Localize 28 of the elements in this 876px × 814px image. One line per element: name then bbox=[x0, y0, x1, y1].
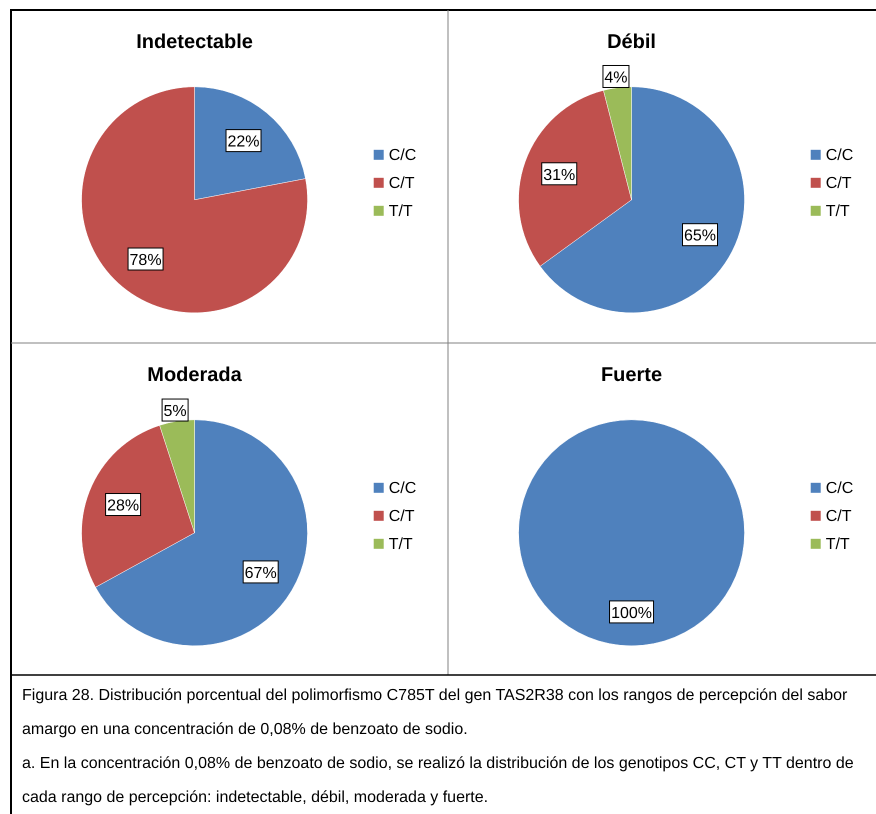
data-label: 4% bbox=[604, 69, 628, 86]
data-label: 31% bbox=[543, 166, 576, 184]
data-label: 65% bbox=[684, 228, 716, 245]
chart-title: Débil bbox=[607, 31, 656, 53]
data-label: 100% bbox=[611, 604, 652, 622]
data-label: 22% bbox=[228, 134, 260, 151]
legend-label: C/T bbox=[826, 174, 852, 192]
chart-title: Fuerte bbox=[600, 364, 662, 386]
legend-label: T/T bbox=[826, 536, 850, 553]
data-label: 28% bbox=[107, 498, 140, 515]
data-label: 67% bbox=[244, 564, 277, 582]
legend-label: C/C bbox=[826, 146, 854, 164]
chart-title: Moderada bbox=[147, 364, 243, 386]
legend-label: C/C bbox=[388, 146, 416, 164]
data-label: 78% bbox=[130, 252, 162, 270]
legend-label: C/T bbox=[388, 174, 415, 192]
legend-label: C/T bbox=[826, 508, 852, 525]
pie-slice bbox=[81, 86, 308, 313]
legend-label: C/C bbox=[826, 480, 854, 497]
legend-label: T/T bbox=[388, 202, 413, 220]
data-label: 5% bbox=[164, 403, 187, 420]
text: a. En la concentración 0,08% de benzoato de sodio, se realizó la distribución de los genotipos CC, CT y TT dentro de cada rango de percepción: indetectable, débil, moderada y fuerte. bbox=[22, 755, 854, 806]
legend-label: T/T bbox=[388, 536, 413, 553]
legend-label: C/C bbox=[388, 480, 416, 497]
text: Figura 28. Distribución porcentual del polimorfismo C785T del gen TAS2R38 con los rangos de percepción del sabor amargo en una concentración de 0,08% de benzoato de sodio. bbox=[22, 687, 848, 738]
legend-label: T/T bbox=[826, 202, 850, 220]
legend-label: C/T bbox=[388, 508, 415, 525]
chart-title: Indetectable bbox=[136, 31, 253, 53]
